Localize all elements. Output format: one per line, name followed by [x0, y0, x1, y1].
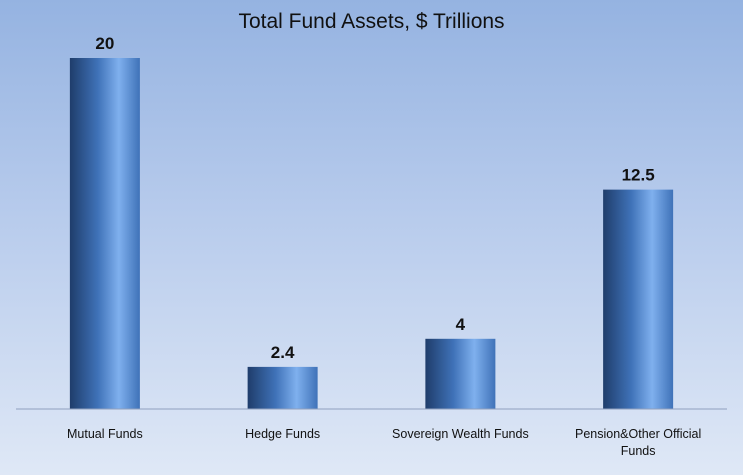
bars-layer — [69, 58, 674, 409]
category-label-3: Pension&Other Official Funds — [575, 427, 701, 458]
category-label-2: Sovereign Wealth Funds — [392, 427, 529, 441]
value-label-2: 4 — [456, 315, 466, 334]
bar-2 — [425, 338, 496, 409]
value-label-1: 2.4 — [271, 343, 295, 362]
category-label-1: Hedge Funds — [245, 427, 320, 441]
chart-title: Total Fund Assets, $ Trillions — [238, 10, 505, 33]
labels-layer: 20 Mutual Funds 2.4 Hedge Funds 4 Sovereign W… — [67, 34, 701, 458]
bar-1 — [247, 366, 318, 409]
category-label-0: Mutual Funds — [67, 427, 143, 441]
bar-0 — [69, 58, 140, 409]
bar-3 — [603, 189, 674, 409]
value-label-0: 20 — [95, 34, 114, 53]
value-label-3: 12.5 — [622, 166, 655, 185]
